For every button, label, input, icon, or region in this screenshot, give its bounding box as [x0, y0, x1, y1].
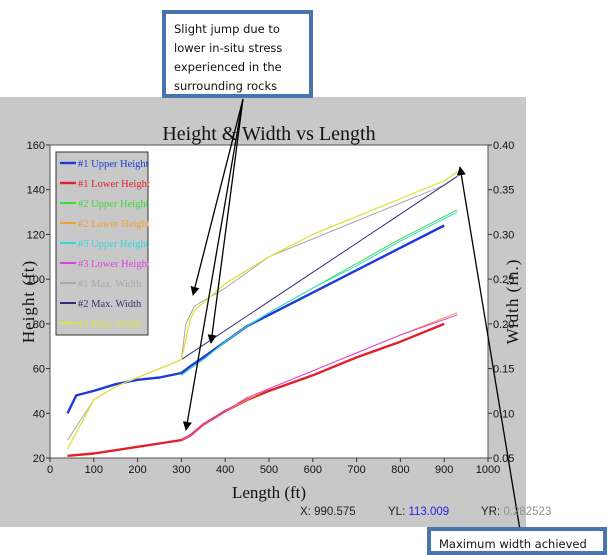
legend-item-label: #2 Lower Height: [78, 219, 150, 230]
y2-axis-label: Width (in.): [503, 259, 522, 345]
y-tick-label: 160: [27, 140, 45, 152]
x-tick-label: 800: [391, 464, 409, 476]
x-tick-label: 700: [347, 464, 365, 476]
y2-tick-label: 0.35: [493, 185, 514, 197]
series-line-6: [181, 314, 458, 441]
yr-readout-label: YR:: [481, 506, 501, 518]
legend-item-label: #2 Upper Height: [78, 199, 149, 210]
annotation-callout-jump: Slight jump due to lower in-situ stress …: [162, 10, 313, 98]
legend-item-label: #2 Max. Width: [78, 299, 142, 310]
x-tick-label: 1000: [476, 464, 500, 476]
annotation-text: Slight jump due to lower in-situ stress …: [174, 22, 283, 93]
y-tick-label: 120: [27, 229, 45, 241]
yl-readout-label: YL:: [388, 506, 406, 518]
y-tick-label: 80: [33, 319, 45, 331]
y-axis-label: Height (ft): [19, 260, 38, 343]
legend-item-label: #3 Lower Height: [78, 259, 150, 270]
yr-readout-value: 0.282523: [503, 506, 552, 518]
annotation-callout-max-width: Maximum width achieved: [427, 527, 607, 555]
y2-tick-label: 0.15: [493, 364, 514, 376]
yl-readout-value: 113.009: [408, 506, 450, 518]
x-tick-label: 600: [304, 464, 322, 476]
annotation-text: Maximum width achieved: [439, 537, 587, 551]
y2-tick-label: 0.25: [493, 274, 514, 286]
legend-item-label: #3 Max. Width: [78, 319, 142, 330]
x-tick-label: 400: [216, 464, 234, 476]
chart-title: Height & Width vs Length: [162, 123, 375, 145]
legend-item-label: #1 Lower Height: [78, 179, 150, 190]
x-readout-label: X:: [300, 506, 311, 518]
x-tick-label: 900: [435, 464, 453, 476]
x-tick-label: 200: [128, 464, 146, 476]
y-tick-label: 100: [27, 274, 45, 286]
y-tick-label: 20: [33, 453, 45, 465]
y2-tick-label: 0.05: [493, 453, 514, 465]
y2-tick-label: 0.30: [493, 229, 514, 241]
annotation-arrow: [182, 98, 244, 431]
x-tick-label: 300: [172, 464, 190, 476]
yr-readout: YR: 0.282523: [481, 506, 551, 518]
yl-readout: YL: 113.009: [388, 506, 449, 518]
x-tick-label: 500: [260, 464, 278, 476]
y-tick-label: 40: [33, 408, 45, 420]
y2-tick-label: 0.40: [493, 140, 514, 152]
series-line-9: [66, 171, 458, 450]
y2-tick-label: 0.10: [493, 408, 514, 420]
x-readout: X: 990.575: [300, 506, 356, 518]
x-axis-label: Length (ft): [232, 483, 306, 502]
y-tick-label: 140: [27, 185, 45, 197]
annotation-arrow: [456, 166, 521, 531]
annotation-arrow: [207, 98, 244, 344]
annotation-arrow: [190, 98, 244, 296]
y-tick-label: 60: [33, 364, 45, 376]
x-readout-value: 990.575: [314, 506, 356, 518]
legend-item-label: #1 Upper Height: [78, 159, 149, 170]
x-tick-label: 0: [47, 464, 53, 476]
series-line-1: [66, 224, 445, 414]
legend-item-label: #3 Upper Height: [78, 239, 149, 250]
x-tick-label: 100: [85, 464, 103, 476]
series-line-8: [181, 175, 458, 361]
y2-tick-label: 0.20: [493, 319, 514, 331]
legend-item-label: #1 Max. Width: [78, 279, 142, 290]
